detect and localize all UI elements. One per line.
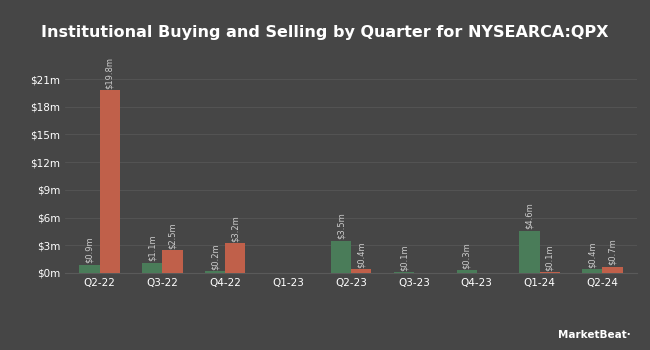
Bar <box>79 265 99 273</box>
Bar <box>394 272 414 273</box>
Text: $4.6m: $4.6m <box>525 202 534 229</box>
Text: MarketBeat·: MarketBeat· <box>558 329 630 340</box>
Bar <box>331 241 351 273</box>
Text: $0.1m: $0.1m <box>399 244 408 271</box>
Bar <box>456 270 476 273</box>
Bar <box>519 231 540 273</box>
Bar <box>603 267 623 273</box>
Bar <box>351 269 371 273</box>
Text: $0.1m: $0.1m <box>545 244 554 271</box>
Text: $19.8m: $19.8m <box>105 57 114 89</box>
Bar <box>582 269 603 273</box>
Bar <box>540 272 560 273</box>
Text: $3.5m: $3.5m <box>337 212 345 239</box>
Text: $0.3m: $0.3m <box>462 242 471 269</box>
Text: $0.4m: $0.4m <box>588 241 597 268</box>
Bar <box>226 244 246 273</box>
Text: Institutional Buying and Selling by Quarter for NYSEARCA:QPX: Institutional Buying and Selling by Quar… <box>41 25 609 40</box>
Text: $0.2m: $0.2m <box>211 243 220 270</box>
Bar <box>99 90 120 273</box>
Bar <box>162 250 183 273</box>
Text: $3.2m: $3.2m <box>231 215 240 242</box>
Text: $1.1m: $1.1m <box>148 235 157 261</box>
Text: $0.9m: $0.9m <box>85 237 94 263</box>
Text: $0.7m: $0.7m <box>608 238 617 265</box>
Text: $2.5m: $2.5m <box>168 222 177 248</box>
Text: $0.4m: $0.4m <box>357 241 365 268</box>
Bar <box>205 271 226 273</box>
Bar <box>142 263 162 273</box>
